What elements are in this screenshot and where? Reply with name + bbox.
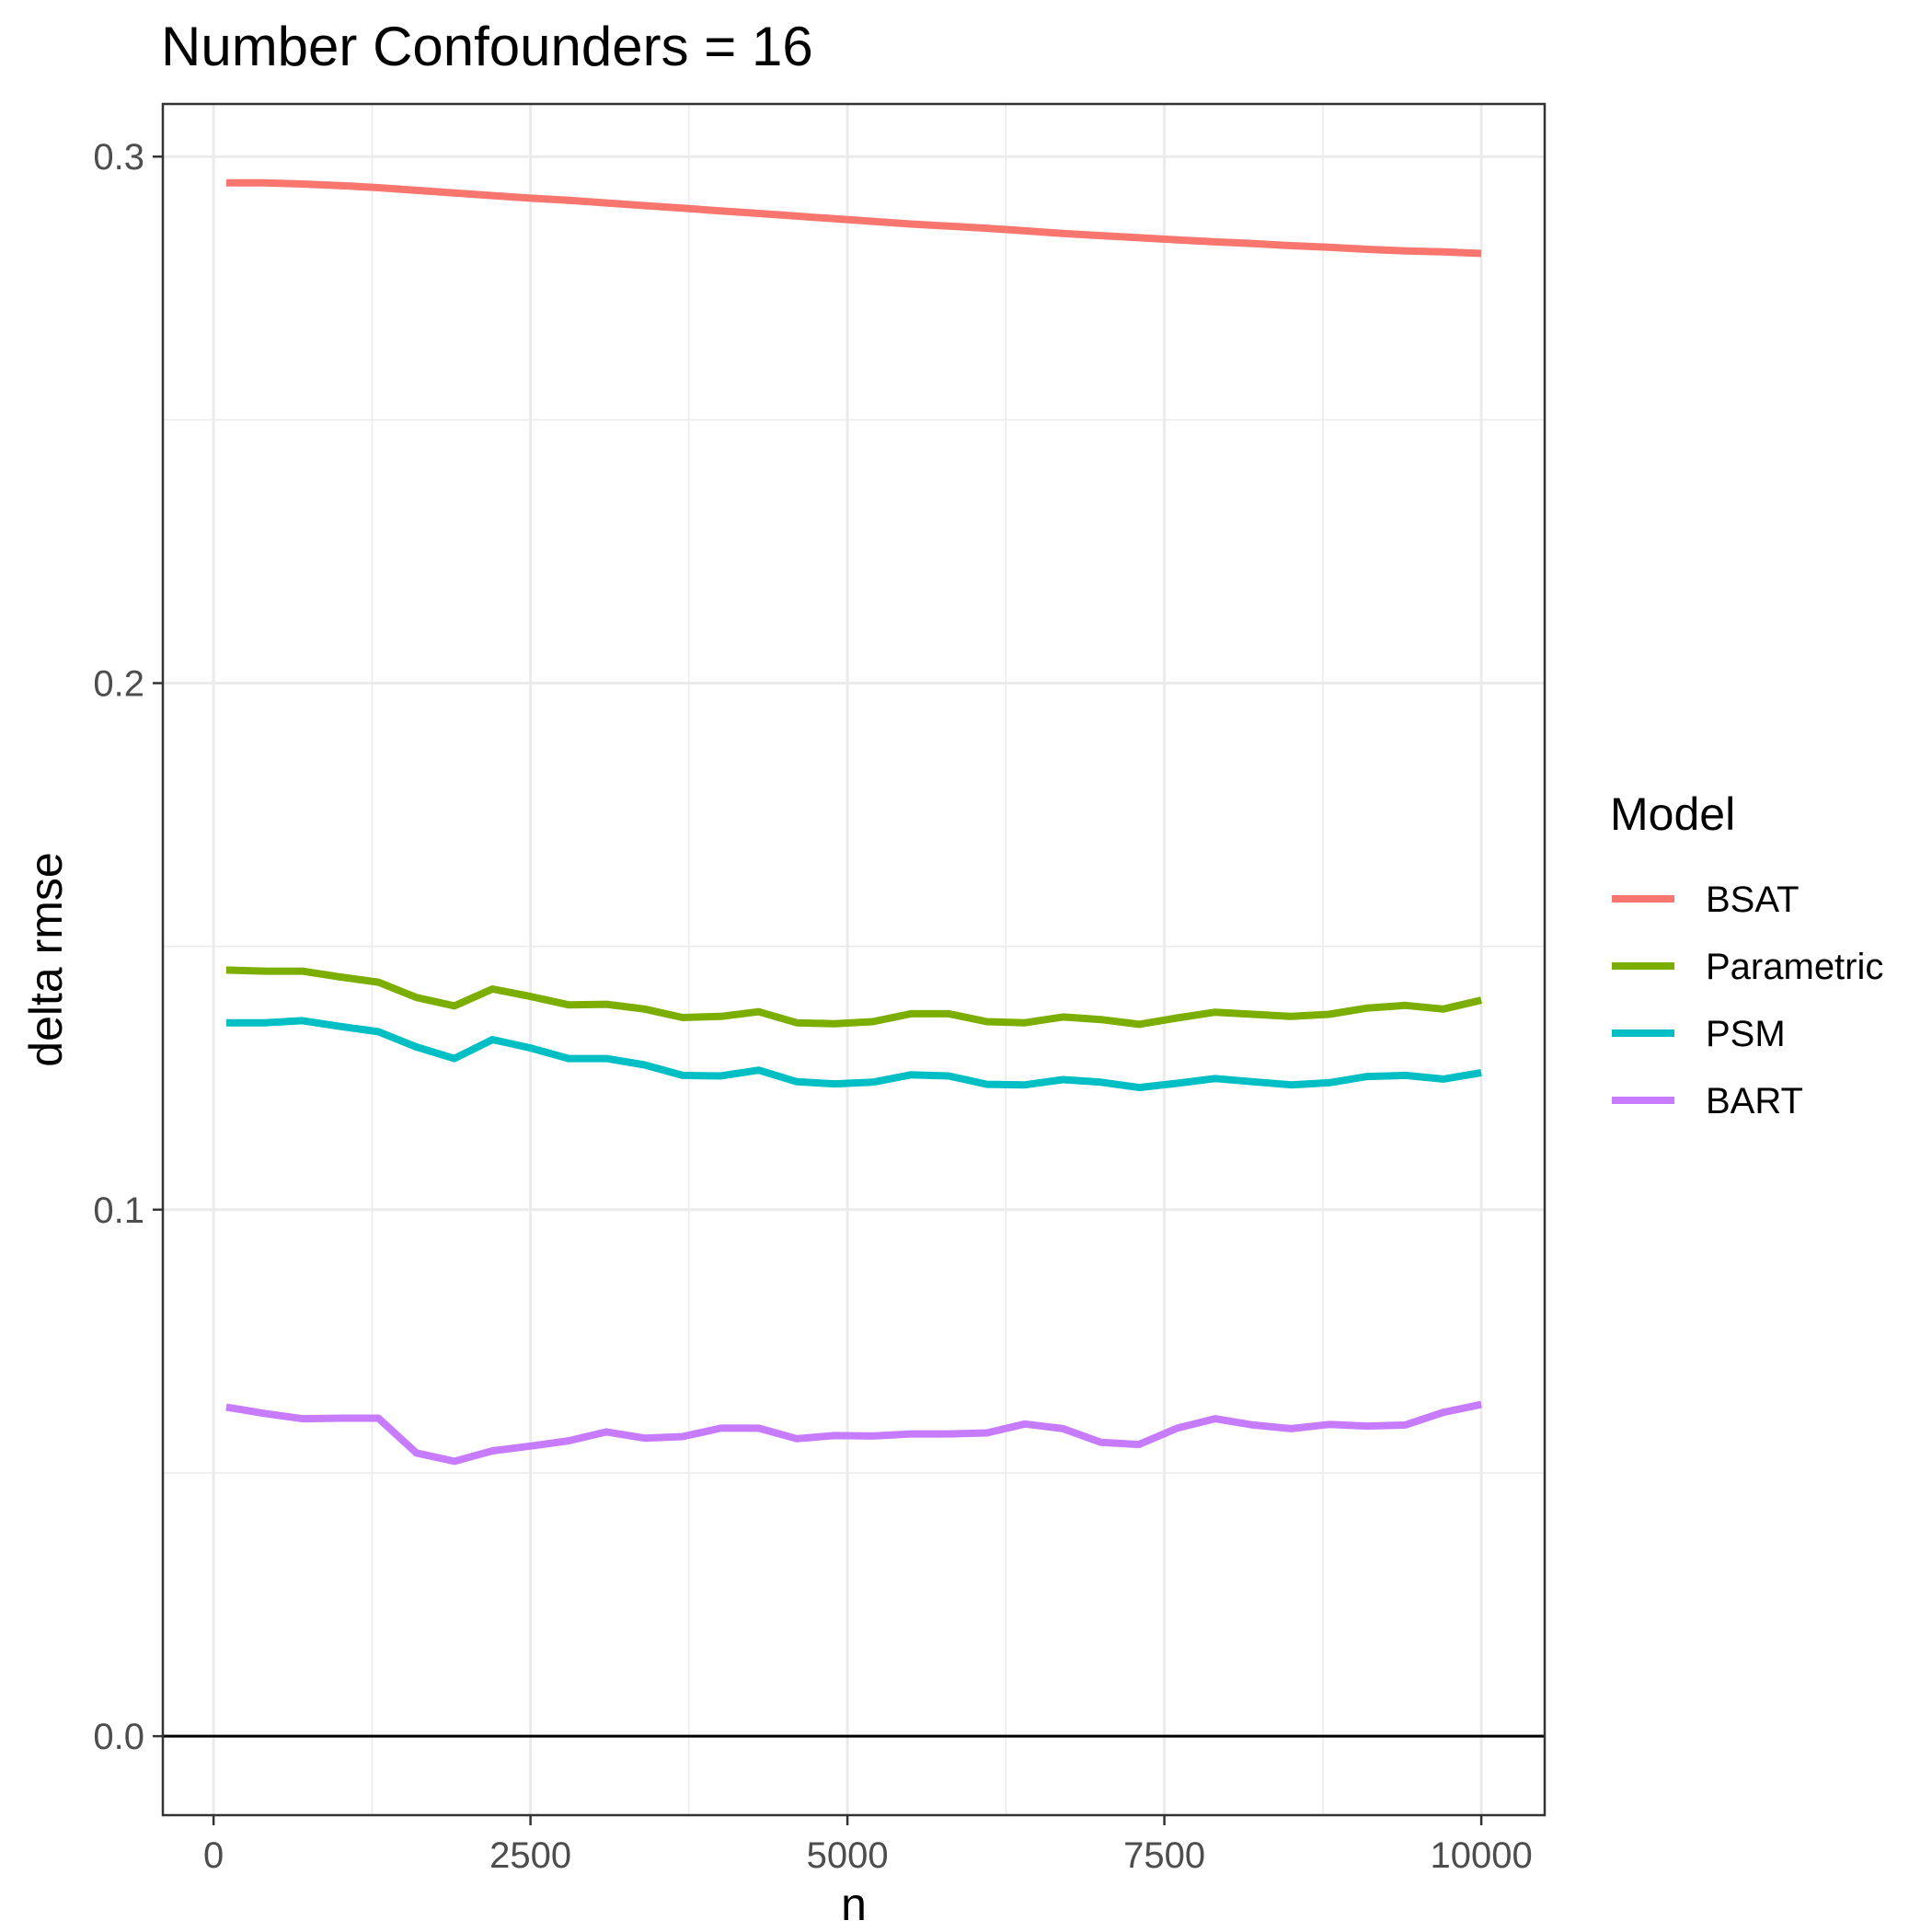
series-line-psm [225,1017,1482,1092]
x-tick-label: 2500 [489,1835,571,1876]
series-line-bart [225,1400,1482,1466]
y-axis-title: delta rmse [20,852,72,1066]
x-tick-label: 10000 [1430,1835,1532,1876]
x-tick-label: 7500 [1123,1835,1205,1876]
series-line-bsat [225,178,1482,258]
legend-title: Model [1610,788,1735,840]
series-lines [225,178,1483,1466]
plot-background [163,104,1545,1815]
legend-label-bsat: BSAT [1706,880,1800,920]
x-tick-label: 5000 [807,1835,889,1876]
legend-items: BSAT Parametric PSM BART [1612,880,1883,1121]
x-axis: 0 2500 5000 7500 10000 [203,1815,1533,1876]
plot-panel [161,102,1547,1817]
y-tick-label: 0.3 [93,137,144,178]
x-tick-label: 0 [203,1835,224,1876]
series-line-parametric [225,966,1483,1029]
chart-title: Number Confounders = 16 [161,16,813,77]
y-tick-label: 0.1 [93,1190,144,1231]
x-axis-title: n [841,1879,867,1930]
y-axis: 0.0 0.1 0.2 0.3 [93,137,163,1757]
legend: Model BSAT Parametric PSM BART [1610,788,1883,1121]
y-tick-label: 0.0 [93,1717,144,1757]
legend-label-psm: PSM [1706,1014,1786,1054]
legend-label-parametric: Parametric [1706,947,1883,987]
legend-label-bart: BART [1706,1081,1803,1121]
plot-border [161,102,1547,1817]
y-tick-label: 0.2 [93,664,144,705]
